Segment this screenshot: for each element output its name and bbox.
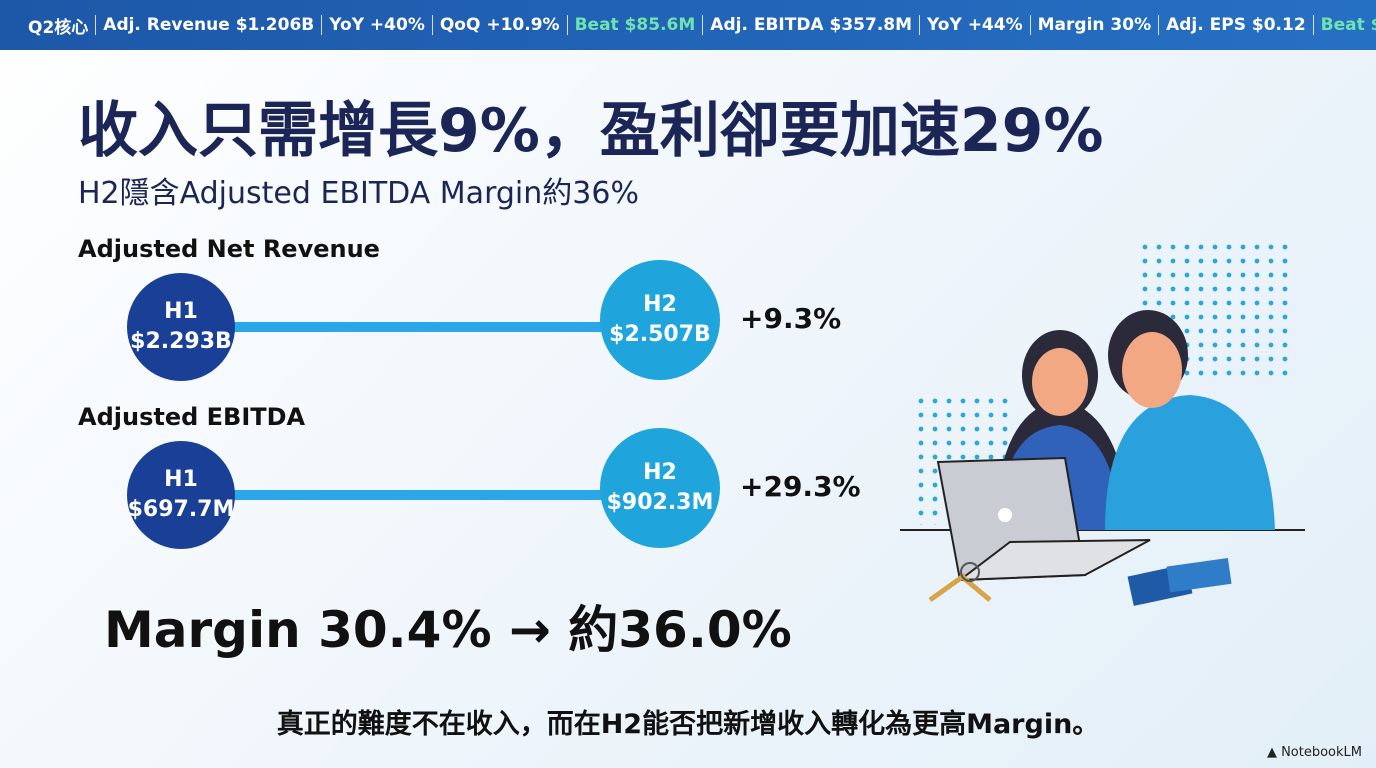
h2-tag: H2 bbox=[643, 292, 677, 317]
h1-value: $2.293B bbox=[130, 329, 232, 354]
h2-circle: H2 $2.507B bbox=[600, 260, 720, 380]
ticker-item: Beat $0.01 bbox=[1312, 15, 1376, 35]
h1-tag: H1 bbox=[164, 467, 198, 492]
h2-value: $902.3M bbox=[606, 490, 714, 515]
connector bbox=[230, 490, 610, 500]
margin-statement: Margin 30.4% → 約36.0% bbox=[104, 601, 792, 659]
ticker-item: Margin 30% bbox=[1029, 15, 1158, 35]
ticker-item: Q2核心 bbox=[28, 17, 89, 38]
change: +29.3% bbox=[740, 470, 861, 503]
row-label: Adjusted EBITDA bbox=[78, 403, 306, 431]
change: +9.3% bbox=[740, 302, 842, 335]
row-label: Adjusted Net Revenue bbox=[78, 235, 380, 263]
illustration bbox=[900, 238, 1305, 606]
ticker-item: YoY +40% bbox=[321, 15, 432, 35]
connector bbox=[230, 322, 610, 332]
h2-tag: H2 bbox=[643, 460, 677, 485]
h1-circle: H1 $2.293B bbox=[127, 273, 235, 381]
h1-tag: H1 bbox=[164, 299, 198, 324]
ticker-bar: Q2核心 Adj. Revenue $1.206B YoY +40% QoQ +10.… bbox=[0, 0, 1376, 50]
ticker-item: Adj. EPS $0.12 bbox=[1158, 15, 1313, 35]
h2-circle: H2 $902.3M bbox=[600, 428, 720, 548]
ticker-item: Adj. EBITDA $357.8M bbox=[702, 15, 919, 35]
h2-value: $2.507B bbox=[609, 322, 711, 347]
h1-circle: H1 $697.7M bbox=[127, 441, 235, 549]
ticker-item: YoY +44% bbox=[919, 15, 1030, 35]
ticker-item: Beat $85.6M bbox=[566, 15, 703, 35]
footer-note: 真正的難度不在收入，而在H2能否把新增收入轉化為更高Margin。 bbox=[276, 709, 1100, 740]
title: 收入只需增長9%，盈利卻要加速29% bbox=[78, 96, 1104, 166]
ticker-item: Adj. Revenue $1.206B bbox=[95, 15, 321, 35]
ticker-item: QoQ +10.9% bbox=[431, 15, 567, 35]
brand-name: NotebookLM bbox=[1281, 745, 1362, 760]
subtitle: H2隱含Adjusted EBITDA Margin約36% bbox=[78, 176, 639, 211]
h1-value: $697.7M bbox=[127, 497, 235, 522]
brand: ▲ NotebookLM bbox=[1266, 745, 1362, 760]
